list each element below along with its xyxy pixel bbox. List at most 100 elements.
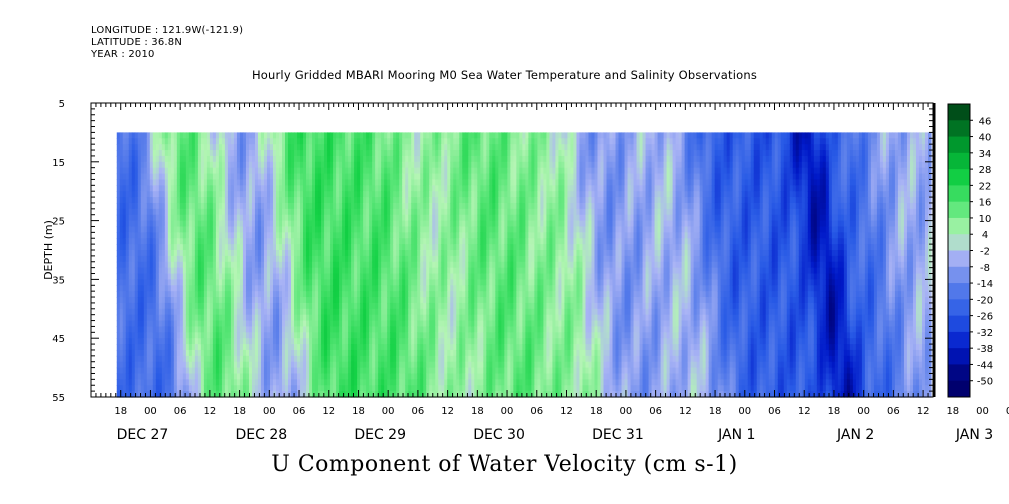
heatmap-cell <box>218 261 223 269</box>
heatmap-cell <box>324 255 328 263</box>
heatmap-cell <box>185 202 190 210</box>
heatmap-cell <box>239 214 244 222</box>
heatmap-cell <box>447 232 451 239</box>
heatmap-cell <box>291 261 295 269</box>
heatmap-cell <box>405 144 409 151</box>
heatmap-cell <box>140 332 145 339</box>
heatmap-cell <box>348 355 352 363</box>
heatmap-cell <box>143 220 148 228</box>
heatmap-cell <box>297 255 301 263</box>
heatmap-cell <box>423 297 427 304</box>
heatmap-cell <box>155 332 160 339</box>
heatmap-cell <box>152 344 157 351</box>
heatmap-cell <box>372 214 376 222</box>
heatmap-cell <box>251 385 256 392</box>
heatmap-cell <box>122 167 127 175</box>
heatmap-cell <box>438 232 442 239</box>
heatmap-cell <box>402 267 406 275</box>
heatmap-cell <box>396 373 400 380</box>
heatmap-cell <box>360 373 364 380</box>
heatmap-cell <box>119 255 124 263</box>
heatmap-cell <box>131 155 136 163</box>
heatmap-cell <box>209 391 214 398</box>
heatmap-cell <box>257 344 262 351</box>
heatmap-cell <box>276 144 280 151</box>
heatmap-cell <box>321 191 325 198</box>
heatmap-cell <box>354 185 358 192</box>
heatmap-cell <box>369 161 373 169</box>
heatmap-cell <box>375 179 379 186</box>
heatmap-cell <box>336 167 340 175</box>
heatmap-cell <box>438 144 442 151</box>
heatmap-cell <box>384 132 388 139</box>
heatmap-cell <box>236 132 241 139</box>
heatmap-cell <box>438 391 442 398</box>
heatmap-cell <box>200 373 205 380</box>
heatmap-cell <box>149 202 154 210</box>
heatmap-cell <box>312 185 316 192</box>
heatmap-cell <box>381 314 385 322</box>
heatmap-cell <box>396 297 400 304</box>
heatmap-cell <box>342 208 346 216</box>
heatmap-cell <box>345 361 349 369</box>
heatmap-cell <box>236 220 241 228</box>
heatmap-cell <box>312 314 316 322</box>
heatmap-cell <box>327 238 331 245</box>
heatmap-cell <box>291 185 295 192</box>
heatmap-cell <box>269 161 274 169</box>
heatmap-cell <box>245 150 250 157</box>
heatmap-cell <box>143 367 148 375</box>
heatmap-cell <box>279 208 283 216</box>
heatmap-cell <box>390 191 394 198</box>
heatmap-cell <box>182 197 187 204</box>
heatmap-cell <box>435 167 439 175</box>
heatmap-cell <box>269 173 274 181</box>
heatmap-cell <box>378 338 382 345</box>
heatmap-cell <box>336 138 340 145</box>
heatmap-cell <box>239 349 244 357</box>
heatmap-cell <box>357 197 361 204</box>
heatmap-cell <box>254 150 259 157</box>
heatmap-cell <box>173 244 178 251</box>
heatmap-cell <box>143 197 148 204</box>
heatmap-cell <box>209 279 214 286</box>
heatmap-cell <box>414 326 418 333</box>
heatmap-cell <box>396 261 400 269</box>
heatmap-cell <box>167 379 172 386</box>
heatmap-cell <box>333 385 337 392</box>
heatmap-cell <box>242 255 247 263</box>
heatmap-cell <box>269 291 274 298</box>
heatmap-cell <box>351 150 355 157</box>
heatmap-cell <box>300 244 304 251</box>
heatmap-cell <box>345 391 349 398</box>
heatmap-cell <box>393 214 397 222</box>
heatmap-cell <box>372 338 376 345</box>
heatmap-cell <box>441 297 445 304</box>
heatmap-cell <box>342 191 346 198</box>
heatmap-cell <box>233 279 238 286</box>
heatmap-cell <box>176 208 181 216</box>
heatmap-cell <box>285 232 289 239</box>
heatmap-cell <box>369 297 373 304</box>
heatmap-cell <box>269 197 274 204</box>
heatmap-cell <box>432 197 436 204</box>
heatmap-cell <box>399 232 403 239</box>
heatmap-cell <box>318 197 322 204</box>
heatmap-cell <box>185 297 190 304</box>
heatmap-cell <box>269 179 274 186</box>
heatmap-cell <box>164 332 169 339</box>
heatmap-cell <box>354 238 358 245</box>
heatmap-cell <box>423 320 427 328</box>
heatmap-cell <box>257 185 262 192</box>
heatmap-cell <box>381 297 385 304</box>
heatmap-cell <box>306 267 310 275</box>
heatmap-cell <box>327 138 331 145</box>
heatmap-cell <box>155 214 160 222</box>
heatmap-cell <box>363 132 367 139</box>
heatmap-cell <box>414 273 418 280</box>
heatmap-cell <box>432 291 436 298</box>
heatmap-cell <box>390 273 394 280</box>
heatmap-cell <box>224 167 229 175</box>
heatmap-cell <box>155 373 160 380</box>
heatmap-cell <box>224 261 229 269</box>
